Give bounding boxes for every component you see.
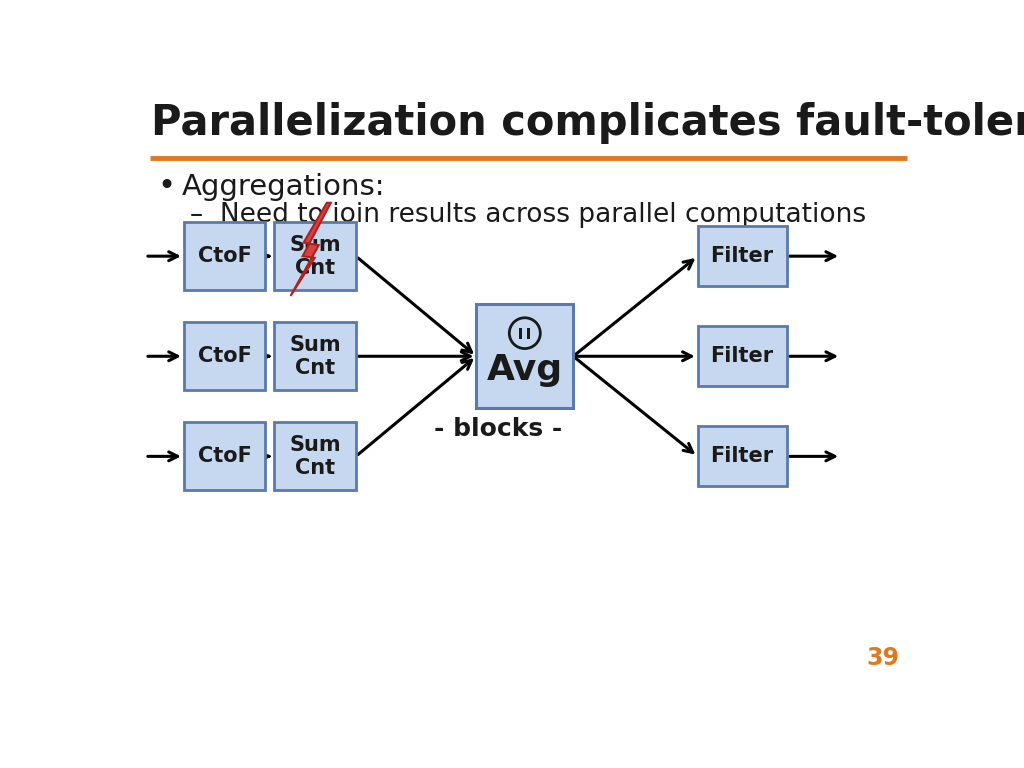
Text: Sum
Cnt: Sum Cnt xyxy=(290,234,341,278)
Text: Filter: Filter xyxy=(711,247,774,266)
Text: - blocks -: - blocks - xyxy=(433,418,562,442)
Polygon shape xyxy=(291,203,331,296)
FancyBboxPatch shape xyxy=(183,222,265,290)
Text: –  Need to join results across parallel computations: – Need to join results across parallel c… xyxy=(190,202,866,228)
FancyBboxPatch shape xyxy=(697,326,786,386)
FancyBboxPatch shape xyxy=(697,226,786,286)
FancyBboxPatch shape xyxy=(183,422,265,490)
FancyBboxPatch shape xyxy=(519,328,522,339)
Text: Filter: Filter xyxy=(711,346,774,366)
Text: CtoF: CtoF xyxy=(198,346,252,366)
Text: 39: 39 xyxy=(866,646,899,670)
Text: Filter: Filter xyxy=(711,446,774,466)
Text: •: • xyxy=(158,172,175,201)
FancyBboxPatch shape xyxy=(274,323,356,390)
FancyBboxPatch shape xyxy=(476,304,573,409)
Text: Parallelization complicates fault-tolerance: Parallelization complicates fault-tolera… xyxy=(152,102,1024,144)
Text: CtoF: CtoF xyxy=(198,247,252,266)
Text: CtoF: CtoF xyxy=(198,446,252,466)
Text: Sum
Cnt: Sum Cnt xyxy=(290,335,341,378)
FancyBboxPatch shape xyxy=(697,426,786,486)
Text: Aggregations:: Aggregations: xyxy=(182,173,386,201)
FancyBboxPatch shape xyxy=(183,323,265,390)
FancyBboxPatch shape xyxy=(274,422,356,490)
FancyBboxPatch shape xyxy=(527,328,530,339)
Text: Sum
Cnt: Sum Cnt xyxy=(290,435,341,478)
FancyBboxPatch shape xyxy=(274,222,356,290)
Text: Avg: Avg xyxy=(486,353,563,387)
